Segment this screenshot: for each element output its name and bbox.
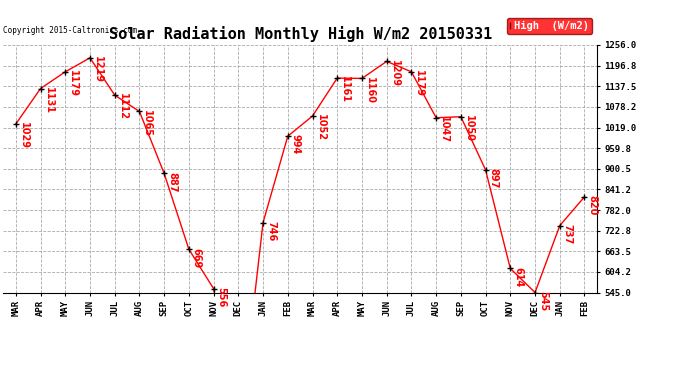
Text: 1209: 1209 [390, 60, 400, 87]
Text: 1179: 1179 [415, 70, 424, 97]
Text: 545: 545 [538, 291, 548, 311]
Legend: High  (W/m2): High (W/m2) [507, 18, 591, 34]
Text: 1052: 1052 [315, 114, 326, 141]
Text: 1029: 1029 [19, 122, 29, 149]
Text: Copyright 2015-Caltronics.com: Copyright 2015-Caltronics.com [3, 26, 137, 35]
Text: 614: 614 [513, 267, 523, 287]
Text: 820: 820 [587, 195, 598, 215]
Text: 887: 887 [167, 172, 177, 192]
Text: 1050: 1050 [464, 115, 474, 142]
Text: 1219: 1219 [93, 56, 103, 83]
Text: 1179: 1179 [68, 70, 78, 97]
Title: Solar Radiation Monthly High W/m2 20150331: Solar Radiation Monthly High W/m2 201503… [108, 27, 492, 42]
Text: 994: 994 [290, 135, 301, 155]
Text: 1047: 1047 [439, 116, 449, 143]
Text: 556: 556 [217, 287, 226, 307]
Text: 737: 737 [563, 224, 573, 244]
Text: 1161: 1161 [340, 76, 351, 104]
Text: 669: 669 [192, 248, 202, 268]
Text: 746: 746 [266, 221, 276, 241]
Text: 1160: 1160 [365, 76, 375, 104]
Text: 1065: 1065 [142, 110, 152, 137]
Text: 1112: 1112 [118, 93, 128, 120]
Text: 897: 897 [489, 168, 499, 189]
Text: 1131: 1131 [43, 87, 54, 114]
